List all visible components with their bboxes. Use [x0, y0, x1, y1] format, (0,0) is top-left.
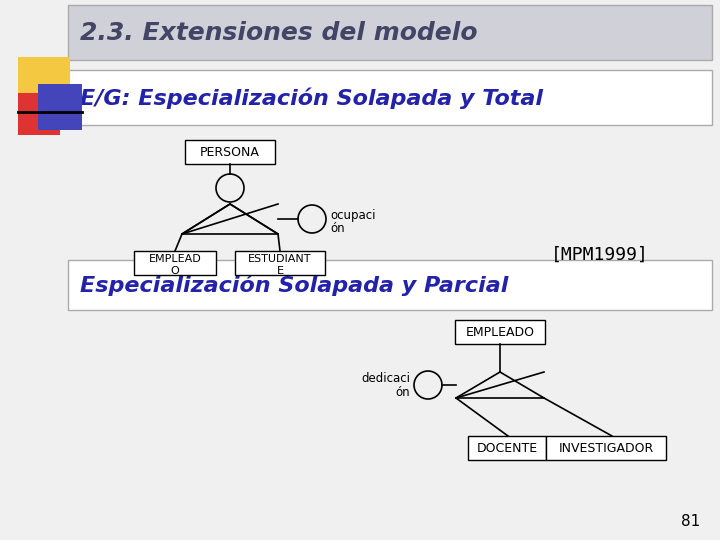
- Text: ón: ón: [395, 387, 410, 400]
- Text: ocupaci: ocupaci: [330, 208, 376, 221]
- FancyBboxPatch shape: [18, 93, 60, 135]
- FancyBboxPatch shape: [185, 140, 275, 164]
- Text: O: O: [171, 266, 179, 276]
- Text: dedicaci: dedicaci: [361, 373, 410, 386]
- Text: ón: ón: [330, 222, 345, 235]
- Text: 81: 81: [680, 515, 700, 530]
- Text: E/G: Especialización Solapada y Total: E/G: Especialización Solapada y Total: [80, 87, 543, 109]
- Text: ESTUDIANT: ESTUDIANT: [248, 254, 312, 264]
- FancyBboxPatch shape: [546, 436, 666, 460]
- FancyBboxPatch shape: [68, 5, 712, 60]
- Text: DOCENTE: DOCENTE: [477, 442, 538, 455]
- FancyBboxPatch shape: [134, 251, 216, 275]
- Text: E: E: [276, 266, 284, 276]
- Text: 2.3. Extensiones del modelo: 2.3. Extensiones del modelo: [80, 21, 477, 45]
- Text: PERSONA: PERSONA: [200, 145, 260, 159]
- FancyBboxPatch shape: [68, 70, 712, 125]
- FancyBboxPatch shape: [235, 251, 325, 275]
- Text: Especialización Solapada y Parcial: Especialización Solapada y Parcial: [80, 274, 508, 296]
- Text: [MPM1999]: [MPM1999]: [551, 246, 649, 264]
- Text: EMPLEAD: EMPLEAD: [148, 254, 202, 264]
- Text: INVESTIGADOR: INVESTIGADOR: [559, 442, 654, 455]
- FancyBboxPatch shape: [18, 57, 70, 112]
- FancyBboxPatch shape: [38, 84, 82, 130]
- FancyBboxPatch shape: [68, 260, 712, 310]
- FancyBboxPatch shape: [455, 320, 545, 344]
- FancyBboxPatch shape: [468, 436, 546, 460]
- Text: EMPLEADO: EMPLEADO: [466, 326, 534, 339]
